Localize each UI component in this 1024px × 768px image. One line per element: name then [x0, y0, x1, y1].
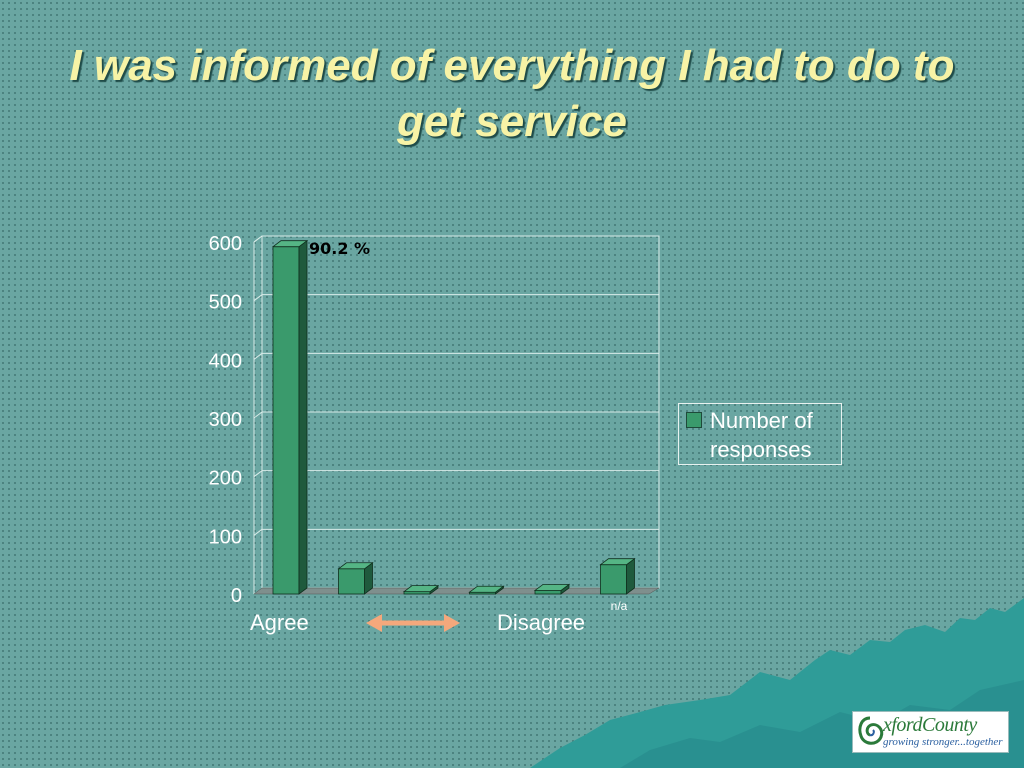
y-tick-label: 200: [209, 468, 242, 490]
bar-top: [271, 240, 309, 248]
y-tick-label: 400: [209, 350, 242, 372]
logo-tagline: growing stronger...together: [883, 736, 1003, 748]
legend-label: Number of responses: [710, 406, 842, 464]
na-label: n/a: [611, 599, 628, 613]
gridline-diagonal: [253, 411, 263, 419]
gridline-diagonal: [253, 528, 263, 536]
gridline-diagonal: [253, 470, 263, 478]
swirl-logo-icon: [858, 716, 884, 745]
bar-top: [468, 585, 505, 593]
y-tick-label: 600: [209, 233, 242, 255]
y-tick-label: 0: [231, 585, 242, 607]
legend-label-line1: Number of: [710, 408, 813, 433]
logo-name: xfordCounty: [883, 714, 977, 736]
bar-value-annotation: 90.2 %: [309, 239, 370, 258]
bars: [271, 239, 636, 595]
slide-title: I was informed of everything I had to do…: [69, 41, 955, 146]
bar-front: [338, 568, 365, 595]
bar: [599, 557, 636, 595]
bar-front: [272, 246, 300, 595]
bar: [468, 585, 505, 595]
x-label-disagree: Disagree: [497, 610, 586, 635]
y-tick-label: 100: [209, 526, 242, 548]
bar-top: [337, 562, 374, 570]
chart-legend: Number of responses: [678, 403, 842, 465]
gridlines: [253, 235, 659, 536]
bar-front: [600, 564, 627, 595]
plot-wall: [253, 235, 660, 594]
y-axis-ticks: 0 100 200 300 400 500 600: [209, 233, 242, 607]
oxford-county-logo: xfordCounty growing stronger...together: [852, 711, 1009, 753]
legend-label-line2: responses: [710, 437, 812, 462]
bar-top: [533, 584, 571, 591]
gridline-diagonal: [253, 294, 263, 302]
gridline-diagonal: [253, 352, 263, 360]
bar-front: [534, 590, 562, 595]
chart-floor: [253, 587, 660, 595]
bar: [271, 239, 309, 595]
legend-swatch: [686, 412, 702, 428]
bar: [533, 583, 571, 595]
agree-disagree-arrow: [366, 614, 460, 632]
y-tick-label: 500: [209, 292, 242, 314]
y-tick-label: 300: [209, 409, 242, 431]
bar-top: [402, 585, 440, 593]
gridline-diagonal: [253, 235, 263, 243]
x-label-agree: Agree: [250, 610, 309, 635]
bar-top: [599, 558, 636, 566]
bar: [337, 561, 374, 595]
bar: [402, 584, 440, 595]
bar-side: [298, 239, 308, 595]
